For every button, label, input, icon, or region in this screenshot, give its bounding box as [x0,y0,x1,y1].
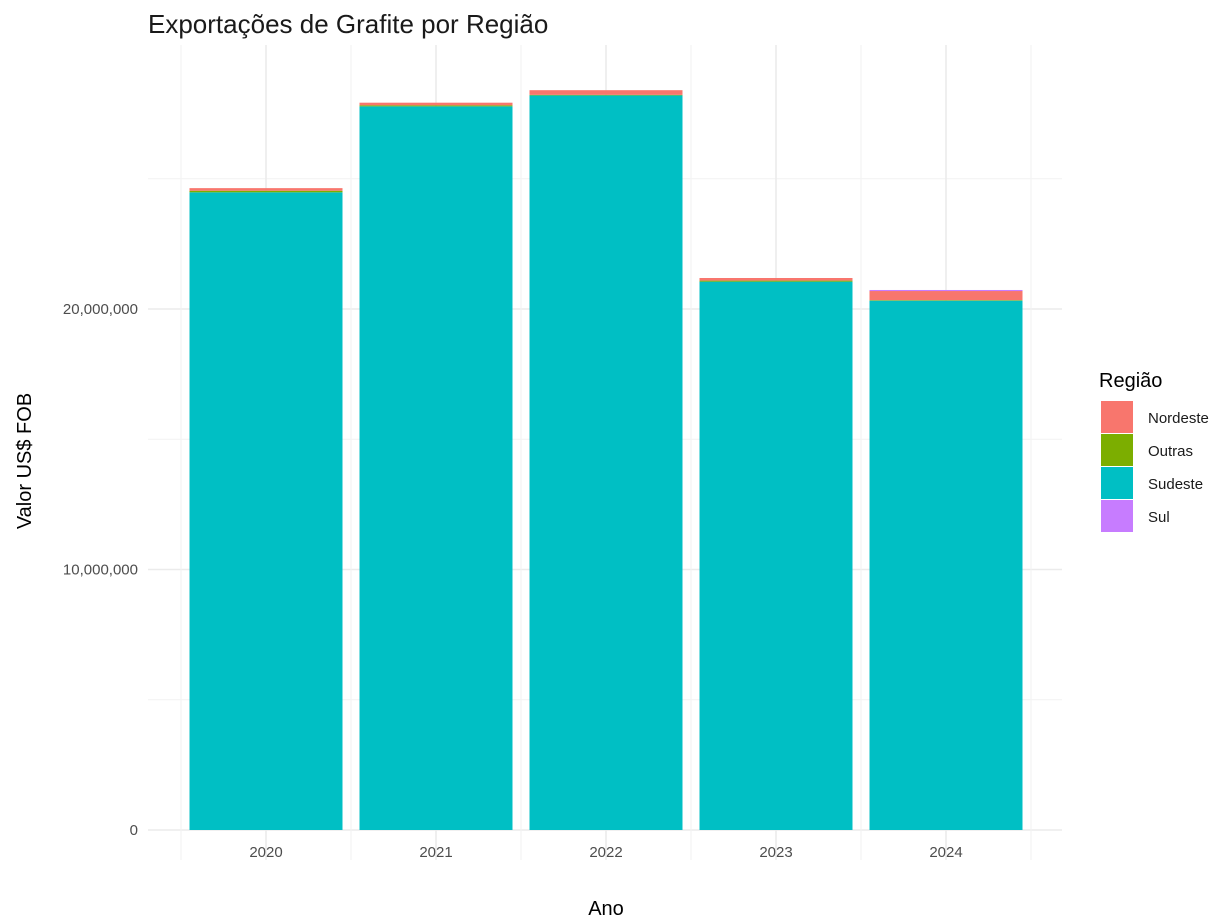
y-axis-title: Valor US$ FOB [14,393,36,529]
legend-label: Sul [1148,509,1170,526]
bar-sudeste-2023 [699,281,853,831]
legend-title: Região [1099,370,1162,392]
bar-outras-2022 [529,94,683,96]
bars [189,90,1023,831]
chart-title: Exportações de Grafite por Região [148,9,548,39]
x-tick-label: 2020 [249,844,282,861]
legend-label: Outras [1148,443,1193,460]
y-axis-ticks: 0 10,000,000 20,000,000 [63,301,138,839]
x-axis-ticks: 2020 2021 2022 2023 2024 [249,844,962,861]
bar-sul-2024 [869,289,1023,292]
bar-outras-2023 [699,280,853,282]
legend-label: Nordeste [1148,410,1209,427]
x-tick-label: 2024 [929,844,962,861]
bar-outras-2021 [359,105,513,107]
bar-sudeste-2022 [529,95,683,830]
x-axis-title: Ano [588,898,624,920]
y-tick-label: 20,000,000 [63,301,138,318]
x-tick-label: 2023 [759,844,792,861]
legend-label: Sudeste [1148,476,1203,493]
x-tick-label: 2021 [419,844,452,861]
legend-key-nordeste [1101,401,1133,433]
bar-nordeste-2023 [699,278,853,281]
legend-key-sudeste [1101,467,1133,499]
legend-key-sul [1101,500,1133,532]
bar-nordeste-2022 [529,90,683,95]
bar-sudeste-2020 [189,192,343,830]
bar-sudeste-2024 [869,300,1023,830]
y-tick-label: 10,000,000 [63,562,138,579]
y-tick-label: 0 [130,822,138,839]
x-tick-label: 2022 [589,844,622,861]
legend: Região Nordeste Outras Sudeste Sul [1099,370,1209,532]
bar-nordeste-2024 [869,291,1023,301]
bar-outras-2024 [869,300,1023,301]
bar-nordeste-2020 [189,188,343,191]
legend-key-outras [1101,434,1133,466]
bar-outras-2020 [189,190,343,193]
bar-sudeste-2021 [359,106,513,831]
bar-nordeste-2021 [359,102,513,106]
